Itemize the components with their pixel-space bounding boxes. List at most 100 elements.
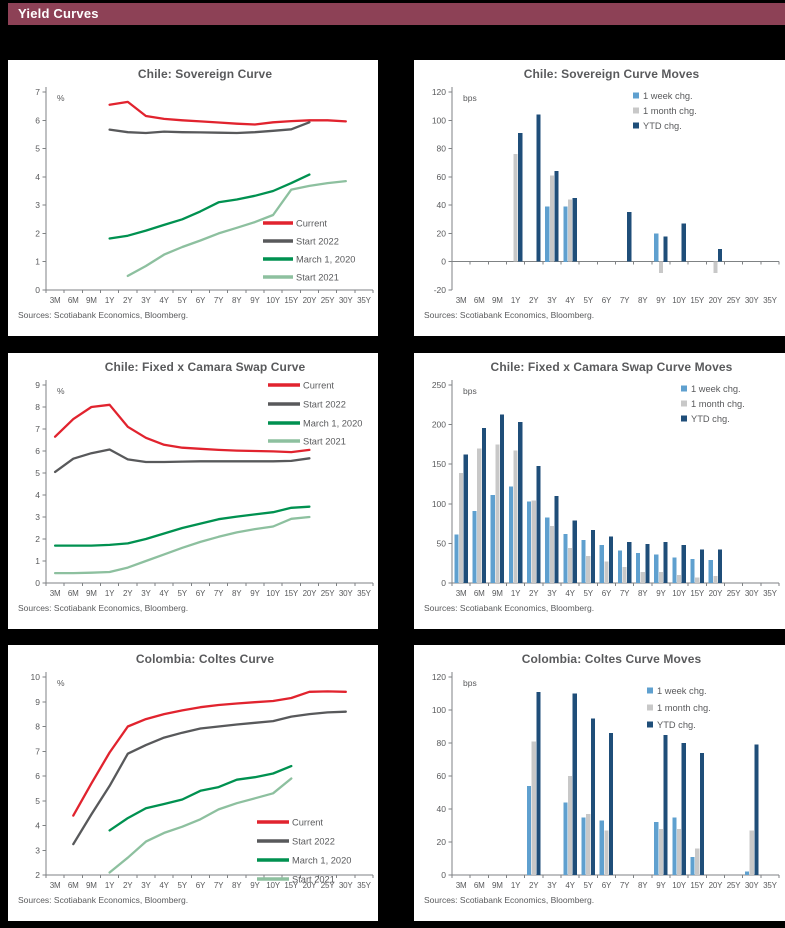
chart-title: Chile: Fixed x Camara Swap Curve Moves — [490, 360, 733, 374]
y-tick-label: 2 — [35, 870, 40, 880]
bar — [645, 544, 650, 583]
legend-square-swatch — [647, 687, 653, 694]
y-tick-label: 100 — [432, 499, 446, 509]
x-tick-label: 6M — [68, 881, 79, 890]
legend-label: 1 month chg. — [643, 106, 697, 116]
y-tick-label: 4 — [35, 490, 40, 500]
legend: Current Start 2022 March 1, 2020 Start 2021 — [268, 381, 362, 447]
x-tick-label: 9Y — [250, 589, 260, 598]
line-march-1-2020 — [53, 505, 311, 547]
bar — [627, 541, 632, 583]
legend-label: Start 2021 — [292, 875, 335, 885]
bar — [718, 549, 723, 583]
x-tick-label: 30Y — [745, 296, 759, 305]
x-tick-label: 10Y — [672, 589, 686, 598]
line-current — [108, 100, 347, 126]
bar — [658, 828, 663, 875]
x-tick-label: 25Y — [727, 881, 741, 890]
bar — [563, 533, 568, 583]
page-title: Yield Curves — [18, 6, 99, 21]
bar — [718, 249, 723, 262]
legend-label: Start 2022 — [292, 837, 335, 847]
axis-unit-label: % — [57, 678, 65, 688]
bar — [654, 233, 659, 262]
x-tick-label: 9M — [86, 296, 97, 305]
chart-card-chile-swap-moves: Chile: Fixed x Camara Swap Curve Moves 0… — [414, 353, 785, 629]
x-tick-label: 8Y — [232, 296, 242, 305]
y-tick-label: 10 — [31, 672, 41, 682]
x-tick-label: 6M — [68, 589, 79, 598]
legend-label: Start 2022 — [296, 237, 339, 247]
y-tick-label: 9 — [35, 697, 40, 707]
legend-label: Start 2021 — [296, 273, 339, 283]
x-axis-ticks: 3M 6M 9M 1Y 2Y 3Y 4Y 5Y 6Y 7Y 8Y 9Y 10Y 15Y 20Y 25Y 30Y 3… — [451, 875, 780, 890]
x-tick-label: 9Y — [656, 881, 666, 890]
bar — [754, 744, 759, 875]
x-tick-label: 25Y — [727, 296, 741, 305]
legend: 1 week chg. 1 month chg. YTD chg. — [633, 91, 697, 131]
x-tick-label: 3Y — [141, 589, 151, 598]
x-tick-label: 9M — [86, 881, 97, 890]
x-tick-label: 7Y — [214, 881, 224, 890]
chart-title: Chile: Sovereign Curve — [137, 67, 273, 81]
sources-note: Sources: Scotiabank Economics, Bloomberg… — [424, 310, 595, 320]
y-tick-label: 6 — [35, 115, 40, 125]
y-tick-label: 250 — [432, 380, 446, 390]
line-march-1-2020 — [108, 764, 293, 832]
x-tick-label: 6M — [474, 589, 485, 598]
x-tick-label: 7Y — [214, 589, 224, 598]
y-tick-label: 60 — [437, 771, 447, 781]
y-tick-label: 20 — [437, 837, 447, 847]
x-tick-label: 7Y — [620, 296, 630, 305]
x-tick-label: 4Y — [565, 296, 575, 305]
y-axis-ticks: 0 20 40 60 80 100 120 — [432, 672, 452, 880]
chart-card-colombia-coltes: Colombia: Coltes Curve 2 3 4 5 6 7 8 9 10% 3M 6M 9M… — [8, 645, 378, 921]
x-tick-label: 9Y — [656, 589, 666, 598]
chart-canvas-chile-swap: 0 1 2 3 4 5 6 7 8 9% 3M 6M 9M 1Y 2Y 3Y 4Y 5Y 6Y 7Y 8Y 9Y 10Y 15… — [35, 380, 374, 598]
axis-unit-label: % — [57, 93, 65, 103]
legend-label: Current — [296, 219, 327, 229]
bar — [744, 871, 750, 875]
legend-label: YTD chg. — [657, 720, 696, 730]
y-tick-label: 80 — [437, 144, 447, 154]
bar — [536, 465, 541, 583]
chart-canvas-colombia-coltes-moves: 0 20 40 60 80 100 120 bps 3M 6M 9M 1Y 2Y 3Y 4Y 5Y 6Y 7Y 8Y… — [432, 672, 780, 890]
x-tick-label: 5Y — [584, 589, 594, 598]
line-march-1-2020 — [108, 173, 311, 240]
x-tick-label: 3M — [50, 589, 61, 598]
bar — [549, 526, 554, 583]
x-axis-ticks: 3M 6M 9M 1Y 2Y 3Y 4Y 5Y 6Y 7Y 8Y 9Y 10Y 15Y 20Y 25Y 30Y 3… — [45, 583, 374, 598]
y-tick-label: 120 — [432, 87, 446, 97]
bars-1-week-chg — [527, 785, 750, 876]
line-start-2022 — [72, 710, 347, 846]
x-tick-label: 5Y — [178, 589, 188, 598]
x-tick-label: 20Y — [303, 296, 317, 305]
line-start-2021 — [108, 777, 293, 874]
bar — [658, 571, 663, 583]
y-tick-label: 7 — [35, 87, 40, 97]
x-tick-label: 6Y — [602, 296, 612, 305]
y-tick-label: 0 — [35, 578, 40, 588]
x-tick-label: 1Y — [105, 881, 115, 890]
legend-square-swatch — [633, 122, 639, 129]
bar — [604, 830, 609, 875]
y-tick-label: 2 — [35, 534, 40, 544]
x-tick-label: 9M — [492, 589, 503, 598]
legend-label: Start 2021 — [303, 437, 346, 447]
x-tick-label: 3Y — [547, 589, 557, 598]
x-tick-label: 1Y — [511, 589, 521, 598]
chart-title: Colombia: Coltes Curve Moves — [521, 652, 702, 666]
x-axis-ticks: 3M 6M 9M 1Y 2Y 3Y 4Y 5Y 6Y 7Y 8Y 9Y 10Y 15Y 20Y 25Y 30Y 3… — [45, 290, 374, 305]
bar — [672, 817, 677, 876]
x-tick-label: 6M — [474, 881, 485, 890]
x-tick-label: 7Y — [214, 296, 224, 305]
bar — [609, 536, 614, 583]
x-tick-label: 25Y — [321, 589, 335, 598]
bar — [695, 848, 700, 875]
legend-square-swatch — [681, 415, 687, 422]
y-tick-label: 6 — [35, 446, 40, 456]
bars-ytd-chg — [536, 691, 759, 876]
sources-note: Sources: Scotiabank Economics, Bloomberg… — [424, 603, 595, 613]
axis-unit-label: % — [57, 386, 65, 396]
x-tick-label: 7Y — [620, 589, 630, 598]
